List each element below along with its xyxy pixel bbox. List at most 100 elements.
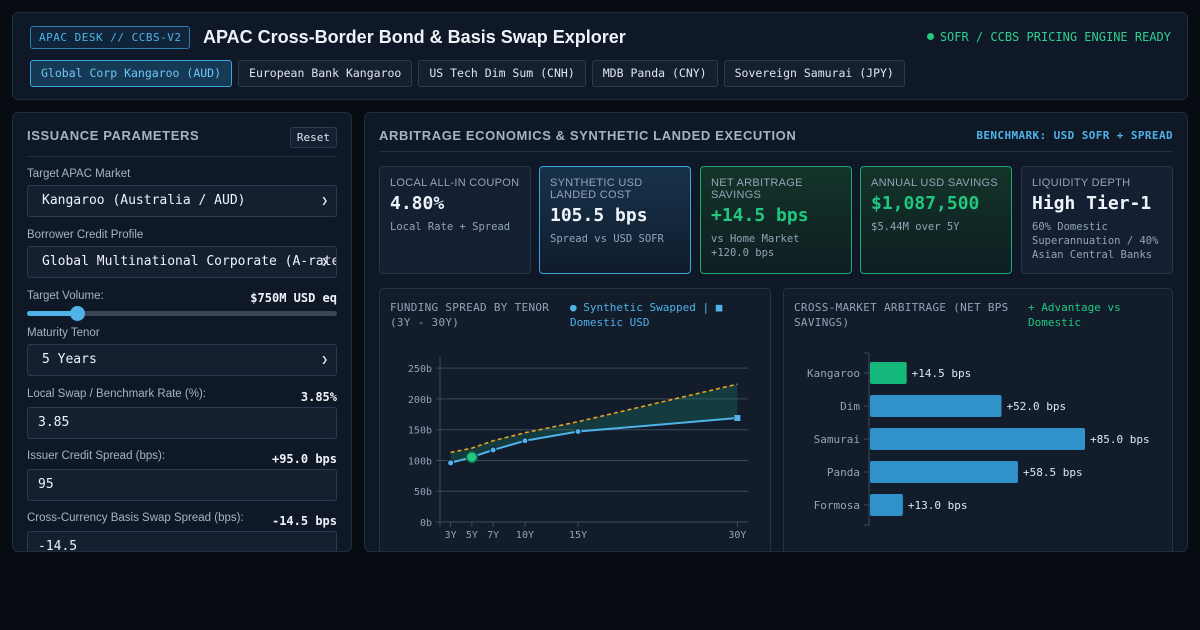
tab-global-corp-kangaroo[interactable]: Global Corp Kangaroo (AUD) (30, 60, 233, 87)
bar-value-label: +52.0 bps (1007, 400, 1067, 413)
swap-rate-value: 3.85% (300, 390, 337, 404)
swap-rate-label: Local Swap / Benchmark Rate (%): (27, 388, 206, 400)
status-dot-icon (926, 33, 934, 40)
x-tick-label: 15Y (569, 530, 587, 541)
category-label: Samurai (814, 433, 860, 446)
tab-us-tech-dim-sum[interactable]: US Tech Dim Sum (CNH) (418, 60, 586, 87)
bar-value-label: +13.0 bps (908, 499, 968, 512)
chart-title: CROSS-MARKET ARBITRAGE (NET BPS SAVINGS) (794, 301, 1009, 329)
divider (379, 151, 1173, 152)
kpi-card-annual-savings: ANNUAL USD SAVINGS $1,087,500 $5.44M ove… (860, 166, 1012, 274)
synthetic-point (447, 459, 455, 467)
basis-spread-value: -14.5 bps (271, 514, 337, 528)
category-label: Dim (840, 400, 860, 413)
app-header: APAC DESK // CCBS-V2 APAC Cross-Border B… (12, 12, 1188, 100)
advantage-area (450, 384, 738, 463)
arbitrage-bar-plot: Kangaroo +14.5 bps Dim +52.0 bps Samurai +85.… (807, 352, 1150, 526)
kpi-sub: vs Home Market +120.0 bps (711, 233, 800, 259)
economics-title: ARBITRAGE ECONOMICS & SYNTHETIC LANDED E… (379, 128, 797, 143)
desk-badge: APAC DESK // CCBS-V2 (30, 26, 191, 49)
market-label: Target APAC Market (27, 168, 131, 180)
kpi-value: +14.5 bps (711, 205, 809, 226)
tenor-label: Maturity Tenor (27, 327, 100, 339)
kpi-card-local-coupon: LOCAL ALL-IN COUPON 4.80% Local Rate + S… (379, 166, 531, 274)
credit-select[interactable]: Global Multinational Corporate (A-rated)… (27, 246, 337, 278)
category-label: Panda (827, 466, 860, 479)
category-label: Kangaroo (807, 367, 860, 380)
tenor-select-value: 5 Years (42, 352, 97, 367)
tab-sovereign-samurai[interactable]: Sovereign Samurai (JPY) (723, 60, 905, 87)
synthetic-point (574, 428, 582, 436)
chart-legend: + Advantage vs Domestic (1028, 301, 1121, 329)
y-tick-label: 50b (414, 487, 432, 498)
kpi-label: ANNUAL USD SAVINGS (871, 177, 999, 189)
kpi-label: LOCAL ALL-IN COUPON (390, 177, 520, 189)
tenor-select[interactable]: 5 Years ❯ (27, 344, 337, 376)
panel-title: ISSUANCE PARAMETERS (27, 128, 200, 143)
synthetic-point (521, 437, 529, 445)
kpi-sub: Local Rate + Spread (390, 221, 511, 233)
market-select-value: Kangaroo (Australia / AUD) (42, 193, 246, 208)
y-tick-label: 100b (408, 456, 432, 467)
swap-rate-input[interactable]: 3.85 (27, 407, 337, 439)
kpi-value: High Tier-1 (1032, 193, 1152, 214)
scenario-tabs: Global Corp Kangaroo (AUD) European Bank… (30, 60, 905, 87)
bar-dim (870, 395, 1002, 417)
benchmark-label: BENCHMARK: USD SOFR + SPREAD (976, 129, 1173, 142)
funding-spread-chart: FUNDING SPREAD BY TENOR (3Y - 30Y) ● Syn… (379, 288, 771, 551)
kpi-sub: $5.44M over 5Y (871, 221, 960, 233)
bar-samurai (870, 428, 1085, 450)
kpi-card-liquidity: LIQUIDITY DEPTH High Tier-1 60% Domestic… (1021, 166, 1173, 274)
series-end-marker (734, 415, 741, 421)
reset-button[interactable]: Reset (289, 127, 337, 148)
volume-slider-thumb[interactable] (69, 306, 85, 321)
arbitrage-economics-panel: ARBITRAGE ECONOMICS & SYNTHETIC LANDED E… (364, 112, 1188, 552)
funding-spread-plot: 0b 50b 100b 150b 200b 250b 3Y 5Y 7Y 10Y 15Y 30Y (408, 357, 748, 541)
credit-spread-input[interactable]: 95 (27, 469, 337, 501)
category-label: Formosa (814, 499, 860, 512)
kpi-label: NET ARBITRAGE SAVINGS (711, 177, 803, 201)
kpi-value: 4.80% (390, 193, 445, 214)
x-tick-label: 7Y (487, 530, 499, 541)
chevron-down-icon: ❯ (321, 194, 328, 207)
kpi-sub: 60% Domestic Superannuation / 40% Asian … (1032, 221, 1159, 261)
chart-legend: ● Synthetic Swapped | ■ Domestic USD (570, 301, 723, 329)
volume-value: $750M USD eq (250, 291, 337, 305)
y-tick-label: 250b (408, 364, 432, 375)
basis-spread-label: Cross-Currency Basis Swap Spread (bps): (27, 512, 244, 524)
page-title: APAC Cross-Border Bond & Basis Swap Expl… (203, 27, 626, 47)
volume-label: Target Volume: (27, 290, 104, 302)
credit-select-value: Global Multinational Corporate (A-rated) (42, 254, 337, 269)
basis-spread-input[interactable]: -14.5 (27, 531, 337, 551)
bar-value-label: +85.0 bps (1090, 433, 1150, 446)
tab-european-bank-kangaroo[interactable]: European Bank Kangaroo (238, 60, 413, 87)
kpi-card-net-savings: NET ARBITRAGE SAVINGS +14.5 bps vs Home … (700, 166, 852, 274)
kpi-card-synthetic-cost: SYNTHETIC USD LANDED COST 105.5 bps Spre… (539, 166, 691, 274)
chevron-down-icon: ❯ (321, 353, 328, 366)
credit-spread-label: Issuer Credit Spread (bps): (27, 450, 166, 462)
volume-slider[interactable] (27, 306, 337, 321)
y-tick-label: 200b (408, 395, 432, 406)
tab-mdb-panda[interactable]: MDB Panda (CNY) (591, 60, 718, 87)
chevron-down-icon: ❯ (321, 255, 328, 268)
chart-title: FUNDING SPREAD BY TENOR (3Y - 30Y) (390, 301, 550, 329)
credit-label: Borrower Credit Profile (27, 229, 144, 241)
highlight-point (465, 450, 479, 464)
kpi-value: $1,087,500 (871, 193, 980, 214)
issuance-parameters-panel: ISSUANCE PARAMETERS Reset Target APAC Ma… (12, 112, 352, 552)
engine-status: SOFR / CCBS PRICING ENGINE READY (926, 30, 1171, 44)
market-select[interactable]: Kangaroo (Australia / AUD) ❯ (27, 185, 337, 217)
x-tick-label: 3Y (445, 530, 457, 541)
kpi-label: LIQUIDITY DEPTH (1032, 177, 1131, 189)
kpi-sub: Spread vs USD SOFR (550, 233, 664, 245)
engine-status-text: SOFR / CCBS PRICING ENGINE READY (939, 30, 1171, 44)
panel-header: ISSUANCE PARAMETERS Reset (27, 127, 337, 157)
bar-kangaroo (870, 362, 907, 384)
bar-value-label: +14.5 bps (912, 367, 972, 380)
kpi-value: 105.5 bps (550, 205, 648, 226)
y-tick-label: 150b (408, 426, 432, 437)
bar-panda (870, 461, 1018, 483)
bar-formosa (870, 494, 903, 516)
x-tick-label: 30Y (728, 530, 746, 541)
x-tick-label: 10Y (516, 530, 534, 541)
